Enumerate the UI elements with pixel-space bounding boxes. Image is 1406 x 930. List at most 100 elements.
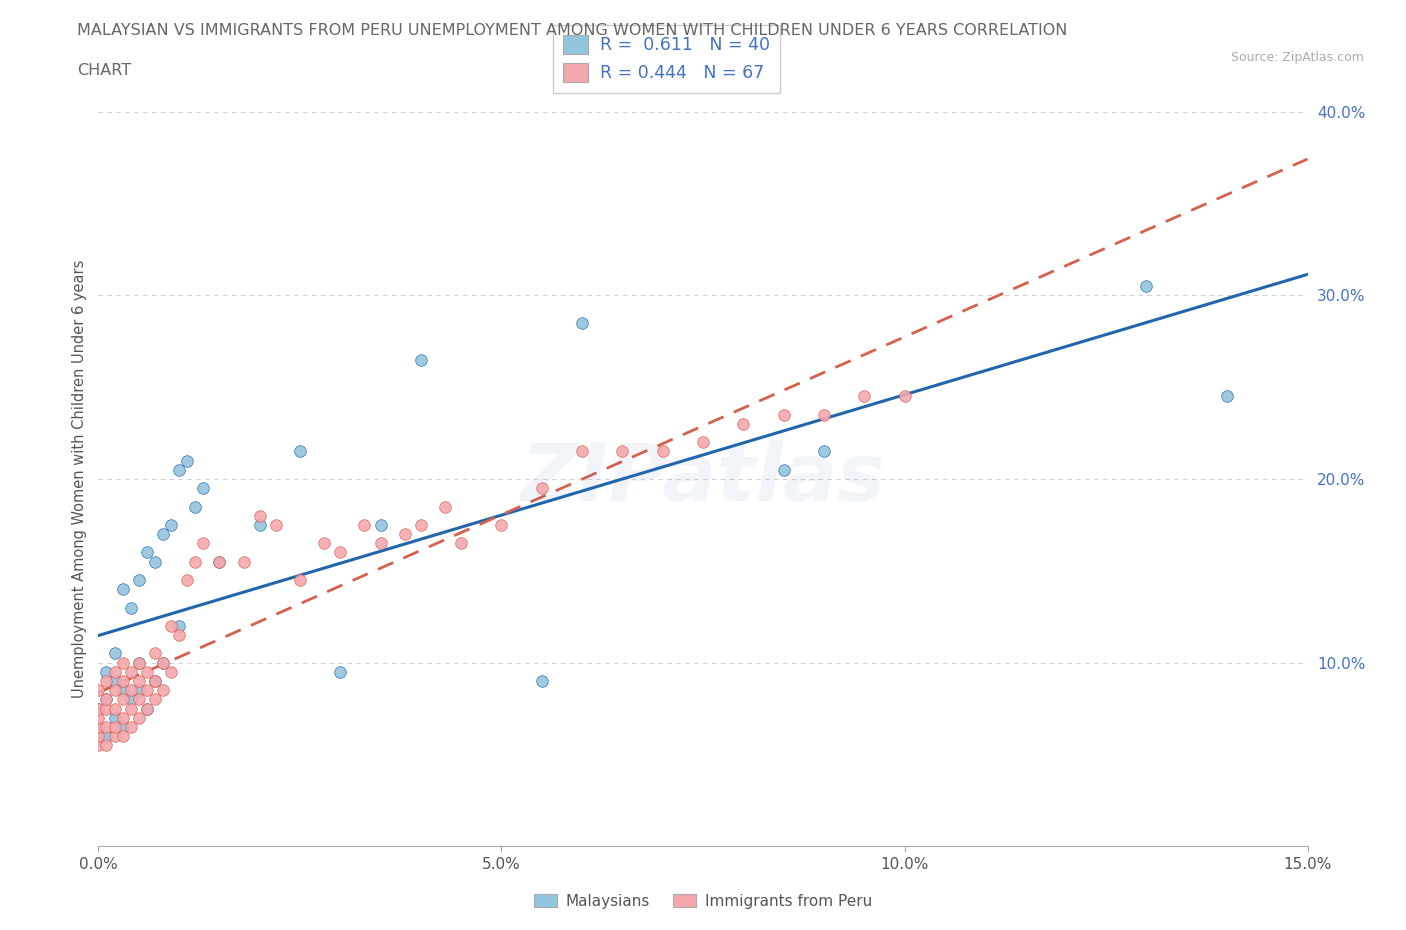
Point bbox=[434, 499, 457, 514]
Point bbox=[571, 444, 593, 458]
Point bbox=[612, 444, 634, 458]
Point bbox=[143, 554, 166, 569]
Point bbox=[143, 646, 166, 661]
Point bbox=[409, 517, 432, 532]
Point bbox=[152, 683, 174, 698]
Point bbox=[96, 737, 118, 752]
Point bbox=[128, 655, 150, 670]
Point bbox=[176, 573, 198, 588]
Point bbox=[96, 664, 118, 679]
Point bbox=[128, 683, 150, 698]
Point bbox=[103, 720, 125, 735]
Point bbox=[249, 508, 271, 523]
Point bbox=[128, 573, 150, 588]
Point bbox=[692, 435, 714, 450]
Point bbox=[87, 701, 110, 716]
Point bbox=[1135, 279, 1157, 294]
Text: CHART: CHART bbox=[77, 63, 131, 78]
Point bbox=[135, 664, 157, 679]
Point bbox=[120, 701, 142, 716]
Point bbox=[87, 711, 110, 725]
Point bbox=[135, 683, 157, 698]
Point bbox=[103, 673, 125, 688]
Point bbox=[893, 389, 915, 404]
Point bbox=[329, 545, 352, 560]
Point bbox=[160, 517, 183, 532]
Point bbox=[853, 389, 876, 404]
Point bbox=[128, 711, 150, 725]
Point bbox=[103, 729, 125, 744]
Point bbox=[772, 462, 794, 477]
Point bbox=[87, 737, 110, 752]
Point bbox=[167, 628, 190, 643]
Point bbox=[96, 720, 118, 735]
Point bbox=[530, 481, 553, 496]
Point bbox=[370, 536, 392, 551]
Point bbox=[152, 655, 174, 670]
Point bbox=[288, 444, 311, 458]
Point bbox=[111, 582, 134, 597]
Text: ZIPatlas: ZIPatlas bbox=[520, 440, 886, 518]
Point bbox=[450, 536, 472, 551]
Point bbox=[87, 683, 110, 698]
Point bbox=[651, 444, 673, 458]
Point bbox=[813, 444, 835, 458]
Point bbox=[143, 673, 166, 688]
Point bbox=[128, 692, 150, 707]
Point bbox=[353, 517, 375, 532]
Point bbox=[120, 664, 142, 679]
Point bbox=[103, 701, 125, 716]
Y-axis label: Unemployment Among Women with Children Under 6 years: Unemployment Among Women with Children U… bbox=[72, 259, 87, 698]
Point bbox=[111, 673, 134, 688]
Point bbox=[111, 655, 134, 670]
Point bbox=[232, 554, 254, 569]
Point bbox=[120, 683, 142, 698]
Point bbox=[813, 407, 835, 422]
Point bbox=[87, 720, 110, 735]
Point bbox=[249, 517, 271, 532]
Point bbox=[87, 729, 110, 744]
Point bbox=[143, 692, 166, 707]
Point bbox=[329, 664, 352, 679]
Point bbox=[193, 536, 215, 551]
Point bbox=[314, 536, 336, 551]
Point bbox=[530, 673, 553, 688]
Point bbox=[370, 517, 392, 532]
Point bbox=[409, 352, 432, 367]
Point bbox=[96, 692, 118, 707]
Text: Source: ZipAtlas.com: Source: ZipAtlas.com bbox=[1230, 51, 1364, 64]
Point bbox=[772, 407, 794, 422]
Point bbox=[135, 545, 157, 560]
Point bbox=[103, 646, 125, 661]
Legend: Malaysians, Immigrants from Peru: Malaysians, Immigrants from Peru bbox=[527, 887, 879, 915]
Point bbox=[208, 554, 231, 569]
Point bbox=[111, 711, 134, 725]
Point bbox=[96, 692, 118, 707]
Point bbox=[394, 526, 416, 541]
Point bbox=[135, 701, 157, 716]
Point bbox=[96, 701, 118, 716]
Point bbox=[87, 701, 110, 716]
Point bbox=[103, 664, 125, 679]
Point bbox=[111, 683, 134, 698]
Point bbox=[143, 673, 166, 688]
Legend: R =  0.611   N = 40, R = 0.444   N = 67: R = 0.611 N = 40, R = 0.444 N = 67 bbox=[553, 25, 780, 93]
Point bbox=[135, 701, 157, 716]
Point bbox=[160, 664, 183, 679]
Point bbox=[96, 673, 118, 688]
Point bbox=[111, 729, 134, 744]
Point bbox=[176, 453, 198, 468]
Point bbox=[96, 729, 118, 744]
Point bbox=[111, 720, 134, 735]
Point bbox=[120, 692, 142, 707]
Point bbox=[1216, 389, 1239, 404]
Point bbox=[103, 683, 125, 698]
Point bbox=[128, 673, 150, 688]
Point bbox=[128, 655, 150, 670]
Point bbox=[120, 720, 142, 735]
Point bbox=[120, 600, 142, 615]
Point bbox=[491, 517, 513, 532]
Point bbox=[167, 618, 190, 633]
Point bbox=[208, 554, 231, 569]
Point bbox=[103, 711, 125, 725]
